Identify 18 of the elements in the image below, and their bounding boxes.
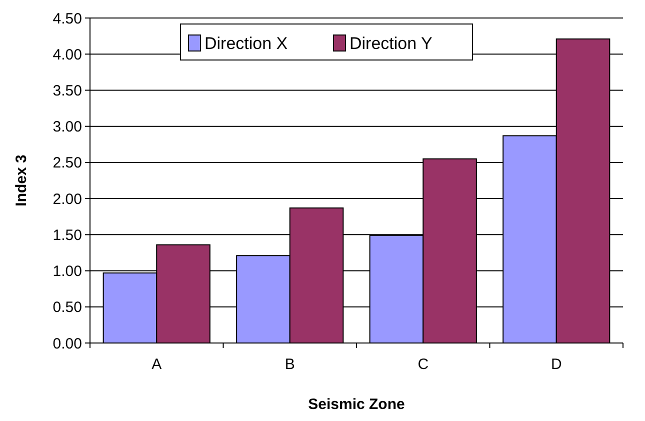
y-tick-label: 0.00: [52, 335, 82, 352]
y-tick-label: 2.50: [52, 154, 82, 172]
legend-label: Direction X: [204, 34, 288, 53]
y-tick-label: 1.00: [52, 263, 82, 280]
x-tick-label: A: [152, 356, 162, 373]
y-tick-label: 2.00: [52, 190, 82, 208]
y-tick-label: 3.50: [52, 82, 82, 100]
y-tick-label: 4.50: [52, 10, 82, 28]
y-tick-label: 1.50: [52, 226, 82, 244]
y-tick-label: 3.00: [52, 118, 82, 136]
x-tick-label: B: [284, 356, 295, 373]
y-tick-label: 4.00: [52, 46, 82, 64]
legend-label: Direction Y: [350, 34, 432, 53]
x-tick-label: C: [418, 356, 429, 373]
y-axis-title: Index 3: [13, 154, 30, 206]
x-tick-label: D: [550, 356, 562, 373]
y-tick-label: 0.50: [52, 299, 82, 316]
x-axis-title: Seismic Zone: [308, 396, 405, 413]
